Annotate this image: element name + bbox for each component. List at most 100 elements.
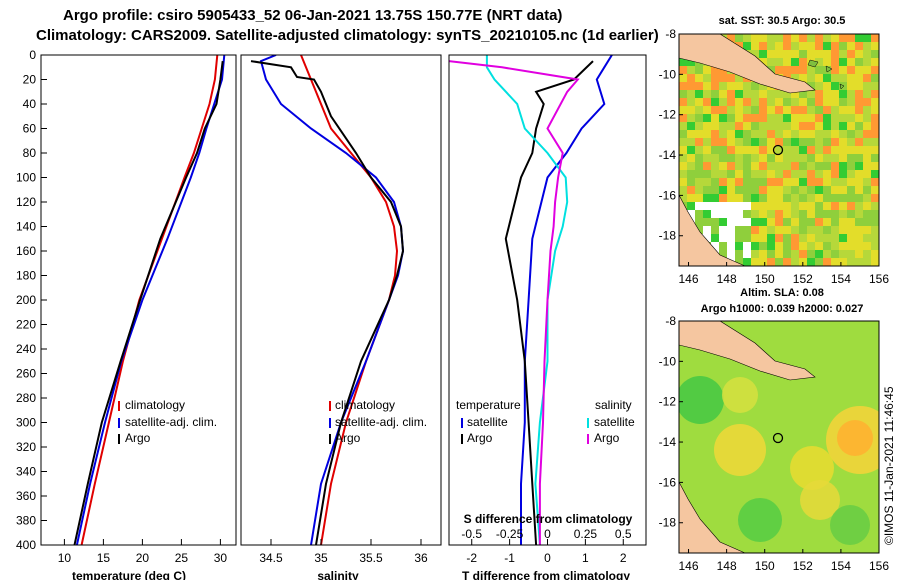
sst-cell: [799, 74, 807, 82]
sst-cell: [767, 42, 775, 50]
sst-cell: [711, 66, 719, 74]
sst-cell: [831, 114, 839, 122]
sst-cell: [855, 194, 863, 202]
sst-cell: [743, 98, 751, 106]
sst-cell: [703, 162, 711, 170]
sst-cell: [711, 146, 719, 154]
sst-cell: [679, 170, 687, 178]
sst-cell: [711, 186, 719, 194]
sst-cell: [871, 66, 879, 74]
sst-cell: [839, 74, 847, 82]
sst-cell: [711, 82, 719, 90]
sst-cell: [799, 242, 807, 250]
imos-watermark: ©IMOS 11-Jan-2021 11:46:45: [882, 386, 896, 545]
sst-cell: [847, 98, 855, 106]
sst-cell: [823, 106, 831, 114]
sst-cell: [815, 34, 823, 42]
sst-cell: [783, 122, 791, 130]
sst-cell: [807, 226, 815, 234]
sst-cell: [823, 58, 831, 66]
sst-cell: [783, 258, 791, 266]
sst-cell: [743, 138, 751, 146]
sst-cell: [847, 42, 855, 50]
sst-cell: [727, 34, 735, 42]
sst-cell: [703, 202, 711, 210]
s-difference-legend: salinity satellite Argo: [587, 398, 635, 445]
sst-cell: [847, 178, 855, 186]
sst-cell: [687, 162, 695, 170]
sst-cell: [799, 50, 807, 58]
sst-cell: [807, 106, 815, 114]
x-tick-label: 0: [544, 551, 551, 565]
sst-cell: [847, 250, 855, 258]
y-tick-label: 160: [16, 244, 36, 258]
sst-cell: [831, 130, 839, 138]
sst-cell: [823, 178, 831, 186]
sst-cell: [855, 146, 863, 154]
sst-cell: [735, 162, 743, 170]
sst-cell: [727, 226, 735, 234]
sst-cell: [695, 202, 703, 210]
sst-cell: [791, 146, 799, 154]
series-line-argo: [250, 60, 405, 545]
sst-cell: [751, 242, 759, 250]
sst-cell: [791, 74, 799, 82]
sst-cell: [807, 194, 815, 202]
sst-cell: [767, 178, 775, 186]
sst-cell: [751, 50, 759, 58]
sst-cell: [703, 122, 711, 130]
sst-cell: [679, 106, 687, 114]
sst-cell: [791, 186, 799, 194]
y-tick-label: 180: [16, 269, 36, 283]
sst-cell: [775, 98, 783, 106]
sst-cell: [839, 106, 847, 114]
sst-cell: [687, 202, 695, 210]
sst-cell: [807, 162, 815, 170]
sst-cell: [791, 234, 799, 242]
x-tick-label: 10: [58, 551, 72, 565]
sst-cell: [743, 162, 751, 170]
sst-cell: [703, 90, 711, 98]
series-line-satellite-adj-clim-: [259, 55, 405, 545]
sst-cell: [823, 234, 831, 242]
sst-cell: [719, 154, 727, 162]
sst-cell: [823, 170, 831, 178]
sst-cell: [871, 34, 879, 42]
sla-map: Altim. SLA: 0.08 Argo h1000: 0.039 h2000…: [659, 287, 890, 573]
sst-cell: [743, 130, 751, 138]
sst-cell: [831, 258, 839, 266]
sst-cell: [703, 146, 711, 154]
figure-title-line2: Climatology: CARS2009. Satellite-adjuste…: [36, 27, 659, 44]
y-tick-label: 20: [23, 73, 37, 87]
sst-cell: [783, 90, 791, 98]
sst-cell: [871, 258, 879, 266]
sst-cell: [823, 98, 831, 106]
sst-cell: [775, 122, 783, 130]
sst-land: [679, 34, 845, 266]
y-tick-label: 380: [16, 514, 36, 528]
sst-cell: [839, 234, 847, 242]
sst-cell: [759, 130, 767, 138]
sst-cell: [855, 34, 863, 42]
sst-cell: [783, 250, 791, 258]
sst-cell: [863, 130, 871, 138]
sst-cell: [807, 202, 815, 210]
sst-cell: [855, 234, 863, 242]
x-tick-label: 1: [582, 551, 589, 565]
sst-cell: [711, 218, 719, 226]
sst-cell: [871, 186, 879, 194]
sst-cell: [703, 218, 711, 226]
sst-cell: [695, 82, 703, 90]
sst-cell: [807, 66, 815, 74]
sst-cell: [767, 154, 775, 162]
sst-cell: [711, 106, 719, 114]
sst-cell: [855, 154, 863, 162]
map-y-tick-label: -12: [659, 395, 677, 409]
sst-cell: [799, 178, 807, 186]
sst-cell: [871, 178, 879, 186]
sst-cell: [687, 154, 695, 162]
sst-cell: [799, 194, 807, 202]
sst-cell: [743, 194, 751, 202]
sst-cell: [727, 138, 735, 146]
sst-cell: [687, 210, 695, 218]
